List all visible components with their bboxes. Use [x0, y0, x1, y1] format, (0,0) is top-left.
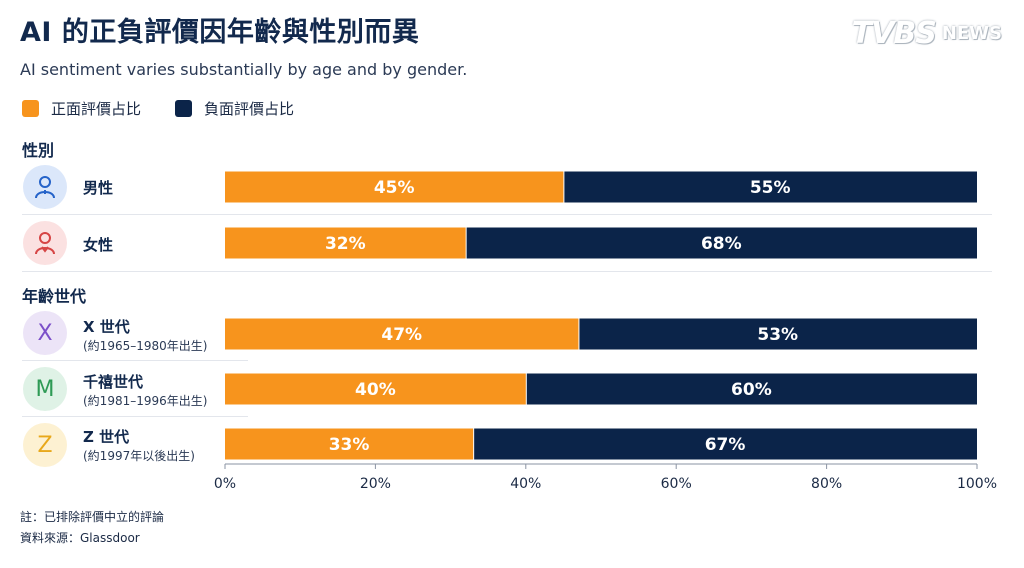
bar-positive-4	[225, 428, 474, 460]
male-user-icon	[23, 165, 67, 209]
bar-negative-2	[579, 318, 977, 350]
bar-label-positive-3: 40%	[355, 380, 396, 400]
generation-z-badge: Z	[23, 423, 67, 467]
row-divider	[22, 214, 992, 215]
generation-z-letter: Z	[37, 432, 53, 458]
bar-label-negative-0: 55%	[750, 178, 791, 198]
generation-x-badge: X	[23, 311, 67, 355]
chart-legend: 正面評價占比 負面評價占比	[22, 98, 328, 119]
bar-negative-3	[526, 373, 977, 405]
bar-positive-2	[225, 318, 579, 350]
bar-positive-3	[225, 373, 526, 405]
bar-label-negative-2: 53%	[757, 325, 798, 345]
x-tick-label: 60%	[661, 476, 692, 492]
legend-swatch-positive	[22, 100, 39, 117]
legend-item-positive: 正面評價占比	[22, 98, 141, 119]
bar-label-negative-3: 60%	[731, 380, 772, 400]
legend-label-negative: 負面評價占比	[204, 100, 295, 118]
page-title: AI 的正負評價因年齡與性別而異	[20, 17, 420, 48]
row-sub-genz: (約1997年以後出生)	[83, 449, 195, 463]
row-sub-millennial: (約1981–1996年出生)	[83, 394, 208, 408]
legend-swatch-negative	[175, 100, 193, 117]
generation-x-letter: X	[37, 320, 53, 346]
row-label-female: 女性	[83, 236, 114, 254]
section-divider	[22, 271, 992, 272]
row-divider	[22, 360, 248, 361]
bar-label-positive-2: 47%	[381, 325, 422, 345]
logo-sub-text: NEWS	[941, 23, 1002, 44]
row-label-genz: Z 世代	[83, 428, 130, 446]
legend-item-negative: 負面評價占比	[175, 98, 294, 119]
logo-main-text: TVBS	[851, 16, 937, 51]
row-label-male: 男性	[83, 179, 114, 197]
bar-positive-1	[225, 227, 466, 259]
row-sub-genx: (約1965–1980年出生)	[83, 339, 208, 353]
section-title-generation: 年齡世代	[22, 287, 87, 306]
row-divider	[22, 416, 248, 417]
bar-negative-0	[564, 171, 977, 203]
footnote: 註：已排除評價中立的評論	[20, 510, 165, 524]
page-subtitle: AI sentiment varies substantially by age…	[20, 60, 468, 79]
bar-label-negative-1: 68%	[701, 234, 742, 254]
row-label-genx: X 世代	[83, 318, 130, 336]
generation-m-letter: M	[35, 376, 55, 402]
x-tick-label: 100%	[957, 476, 997, 492]
generation-m-badge: M	[23, 367, 67, 411]
bar-label-negative-4: 67%	[705, 435, 746, 455]
x-tick-label: 80%	[811, 476, 842, 492]
tvbs-news-logo: TVBS NEWS	[852, 16, 1002, 51]
legend-label-positive: 正面評價占比	[51, 100, 142, 118]
section-title-gender: 性別	[22, 141, 55, 160]
x-tick-label: 40%	[510, 476, 541, 492]
bar-label-positive-1: 32%	[325, 234, 366, 254]
x-tick-label: 0%	[214, 476, 236, 492]
bar-label-positive-0: 45%	[374, 178, 415, 198]
bar-negative-4	[474, 428, 977, 460]
bar-label-positive-4: 33%	[329, 435, 370, 455]
row-label-millennial: 千禧世代	[83, 373, 144, 391]
female-user-icon	[23, 221, 67, 265]
bar-negative-1	[466, 227, 977, 259]
bar-positive-0	[225, 171, 564, 203]
source-note: 資料來源：Glassdoor	[20, 531, 140, 545]
x-tick-label: 20%	[360, 476, 391, 492]
